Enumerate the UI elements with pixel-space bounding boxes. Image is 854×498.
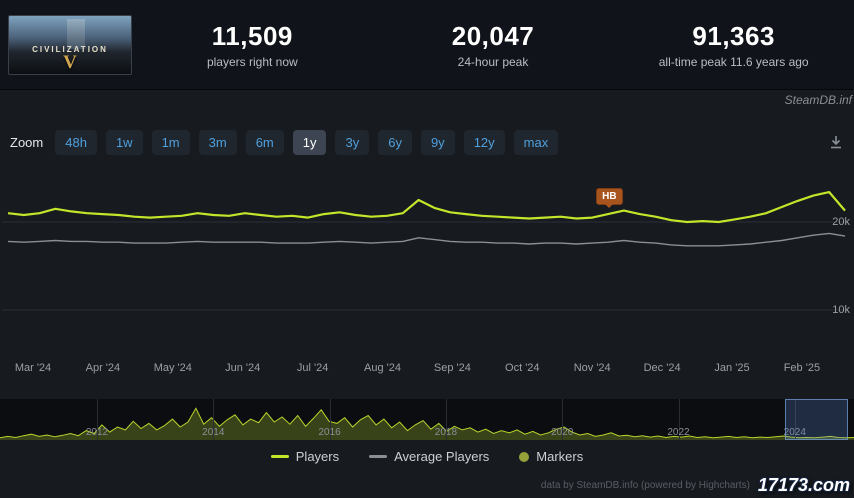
stat-alltime-peak: 91,363 all-time peak 11.6 years ago <box>613 21 854 69</box>
x-axis-label: Nov '24 <box>573 362 611 374</box>
navigator-year-label: 2020 <box>551 427 574 438</box>
navigator-line <box>0 407 854 439</box>
legend-label: Players <box>295 449 340 464</box>
x-axis-label: Jan '25 <box>714 362 750 374</box>
zoom-range-6y[interactable]: 6y <box>378 129 412 155</box>
stat-alltime-peak-value: 91,363 <box>692 20 775 51</box>
game-title-text: CIVILIZATION <box>32 44 108 54</box>
navigator-band: 2012 2014 2016 2018 2020 2022 2024 <box>0 399 854 440</box>
steamdb-watermark: SteamDB.inf <box>784 93 852 107</box>
chart-module: SteamDB.inf Zoom 48h 1w 1m 3m 6m 1y 3y 6y 9y 12y m… <box>0 91 854 498</box>
17173-watermark: 17173.com <box>757 475 850 495</box>
legend-item-markers[interactable]: Markers <box>519 449 583 464</box>
navigator-year-label: 2012 <box>85 427 109 438</box>
x-axis-label: Feb '25 <box>783 362 821 374</box>
zoom-label: Zoom <box>10 134 44 150</box>
legend-swatch <box>519 451 530 462</box>
zoom-range-48h[interactable]: 48h <box>55 129 97 155</box>
download-chart-icon[interactable] <box>828 134 844 150</box>
stat-players-now: 11,509 players right now <box>132 21 373 69</box>
navigator-area <box>0 408 854 440</box>
x-axis-label: Aug '24 <box>364 362 401 374</box>
legend-swatch <box>270 455 289 458</box>
navigator-year-label: 2014 <box>202 427 225 438</box>
navigator-year-label: 2018 <box>434 427 458 438</box>
data-attribution: data by SteamDB.info (powered by Highcha… <box>540 480 750 491</box>
stat-24h-peak-label: 24-hour peak <box>457 54 529 69</box>
x-axis-label: Mar '24 <box>14 362 52 374</box>
x-axis-label: Jun '24 <box>225 362 261 374</box>
legend-item-average-players[interactable]: Average Players <box>369 449 489 464</box>
main-chart-svg[interactable] <box>0 166 854 362</box>
x-axis-labels: Mar '24 Apr '24 May '24 Jun '24 Jul '24 Aug '… <box>0 362 854 378</box>
milestone-marker-HB[interactable]: HB <box>596 188 623 209</box>
navigator-year-tick <box>213 399 215 440</box>
series-line-average-players <box>7 232 846 247</box>
navigator-year-tick <box>445 399 447 440</box>
series-line-players <box>7 191 846 224</box>
x-axis-label: May '24 <box>153 362 192 374</box>
stat-alltime-peak-label: all-time peak 11.6 years ago <box>658 54 809 69</box>
x-axis-label: Sep '24 <box>433 362 471 374</box>
stat-24h-peak: 20,047 24-hour peak <box>373 21 614 69</box>
zoom-range-1m[interactable]: 1m <box>151 129 190 155</box>
navigator-year-tick <box>794 399 796 440</box>
navigator-year-tick <box>562 399 564 440</box>
y-axis-label-20k: 20k <box>832 216 850 228</box>
zoom-range-9y[interactable]: 9y <box>420 129 455 155</box>
stat-24h-peak-value: 20,047 <box>451 20 535 51</box>
x-axis-label: Apr '24 <box>85 362 121 374</box>
navigator-year-tick <box>678 399 680 440</box>
stat-players-now-value: 11,509 <box>211 20 293 51</box>
navigator-selection-handle[interactable] <box>785 399 848 440</box>
zoom-range-3m[interactable]: 3m <box>198 129 237 155</box>
x-axis-label: Oct '24 <box>505 362 540 374</box>
x-axis-label: Dec '24 <box>643 362 681 374</box>
legend-swatch <box>369 455 388 458</box>
stats-row: 11,509 players right now 20,047 24-hour … <box>132 21 854 69</box>
zoom-toolbar: Zoom 48h 1w 1m 3m 6m 1y 3y 6y 9y 12y max <box>10 127 844 157</box>
zoom-range-6m[interactable]: 6m <box>245 129 284 155</box>
stat-players-now-label: players right now <box>206 54 298 69</box>
zoom-range-1w[interactable]: 1w <box>105 129 143 155</box>
footer: data by SteamDB.info (powered by Highcha… <box>541 475 850 496</box>
y-axis-label-10k: 10k <box>832 304 850 316</box>
navigator-year-tick <box>97 399 98 440</box>
game-logo: CIVILIZATION V <box>9 44 131 73</box>
chart-legend: Players Average Players Markers <box>0 449 854 464</box>
navigator-svg[interactable] <box>0 399 854 440</box>
zoom-range-3y[interactable]: 3y <box>335 129 370 155</box>
navigator-year-tick <box>329 399 331 440</box>
zoom-range-max[interactable]: max <box>513 129 559 155</box>
legend-label: Average Players <box>394 449 490 464</box>
x-axis-label: Jul '24 <box>296 362 329 374</box>
game-numeral-text: V <box>63 51 77 73</box>
game-capsule-image[interactable]: CIVILIZATION V <box>8 14 132 75</box>
zoom-range-1y[interactable]: 1y <box>292 129 327 155</box>
stats-header: CIVILIZATION V 11,509 players right now … <box>0 0 854 90</box>
zoom-range-12y[interactable]: 12y <box>463 129 505 155</box>
legend-label: Markers <box>536 449 584 464</box>
navigator-year-label: 2022 <box>667 427 690 438</box>
zoom-ranges: 48h 1w 1m 3m 6m 1y 3y 6y 9y 12y max <box>55 129 559 155</box>
legend-item-players[interactable]: Players <box>270 449 340 464</box>
navigator-year-label: 2016 <box>318 427 341 438</box>
navigator-year-label: 2024 <box>783 427 806 438</box>
